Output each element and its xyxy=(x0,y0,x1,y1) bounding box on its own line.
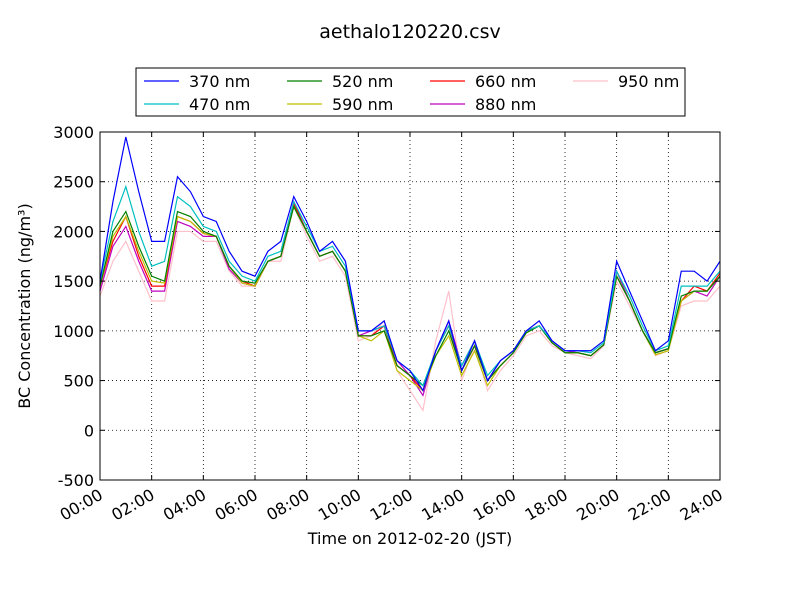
y-tick-label: -500 xyxy=(58,471,94,490)
legend-label: 660 nm xyxy=(475,72,536,91)
legend-label: 520 nm xyxy=(332,72,393,91)
legend-label: 470 nm xyxy=(189,95,250,114)
series-line xyxy=(99,204,721,412)
legend-label: 590 nm xyxy=(332,95,393,114)
y-axis-label: BC Concentration (ng/m³) xyxy=(15,203,34,408)
legend-label: 950 nm xyxy=(618,72,679,91)
y-tick-label: 0 xyxy=(84,421,94,440)
legend-label: 880 nm xyxy=(475,95,536,114)
y-tick-label: 1500 xyxy=(53,272,94,291)
y-tick-label: 3000 xyxy=(53,123,94,142)
y-tick-label: 500 xyxy=(63,372,94,391)
legend-label: 370 nm xyxy=(189,72,250,91)
y-tick-label: 1000 xyxy=(53,322,94,341)
legend-box xyxy=(135,67,686,117)
y-tick-label: 2000 xyxy=(53,222,94,241)
series-line xyxy=(99,136,721,392)
series-line xyxy=(99,204,721,387)
y-tick-label: 2500 xyxy=(53,173,94,192)
legend: 370 nm 470 nm 520 nm 590 nm 660 nm 880 nm 950 … xyxy=(135,67,686,117)
chart-title: aethalo120220.csv xyxy=(319,21,501,43)
x-axis-label: Time on 2012-02-20 (JST) xyxy=(307,529,512,548)
